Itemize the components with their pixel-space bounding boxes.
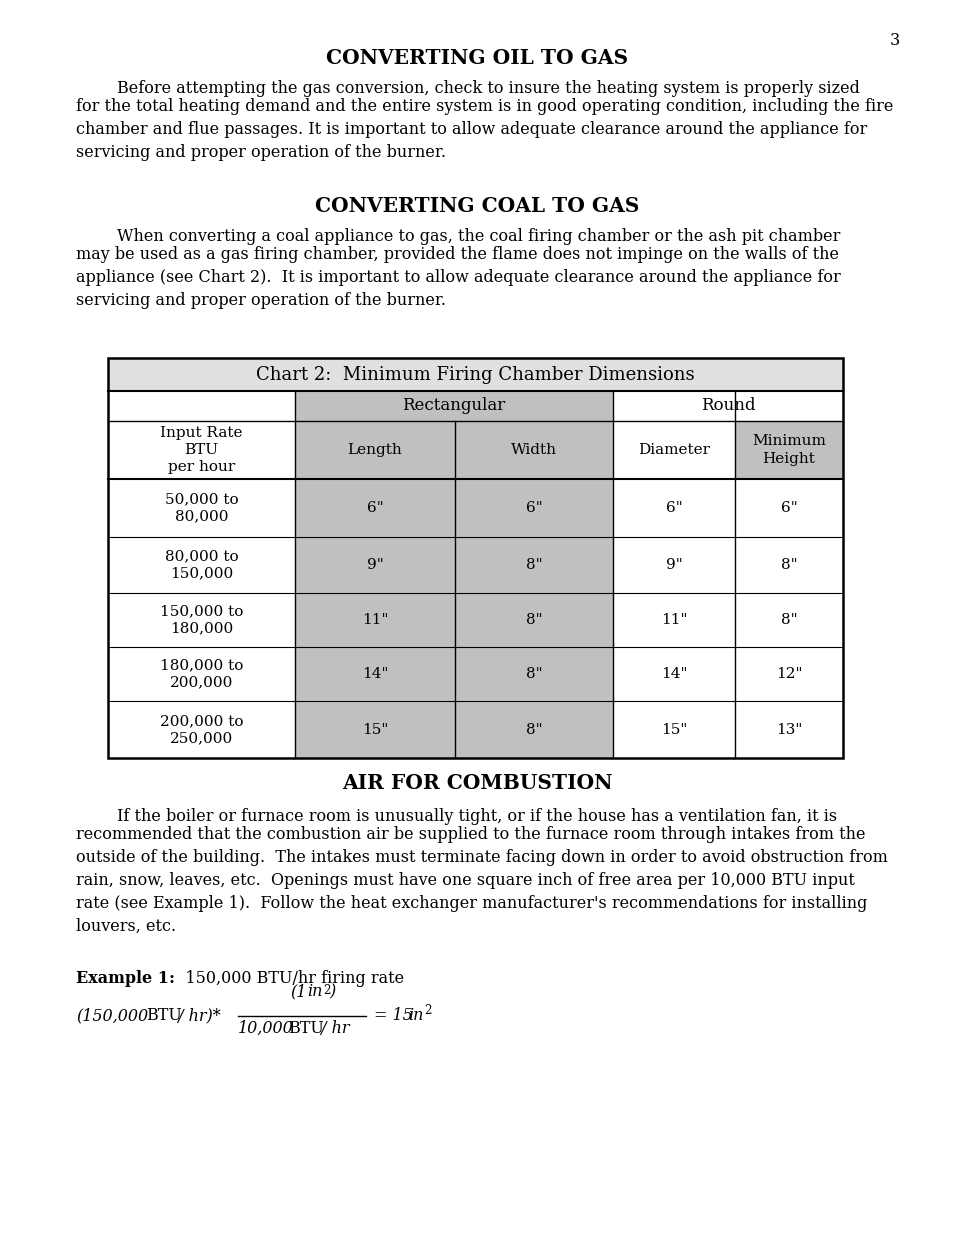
Bar [294,537,613,593]
Text: 6": 6" [366,501,383,515]
Text: 15": 15" [361,722,388,736]
Text: 180,000 to
200,000: 180,000 to 200,000 [160,658,243,689]
Text: (150,000: (150,000 [76,1008,148,1025]
Text: 80,000 to
150,000: 80,000 to 150,000 [165,550,238,580]
Text: CONVERTING COAL TO GAS: CONVERTING COAL TO GAS [314,196,639,216]
Text: BTU: BTU [288,1020,323,1037]
Text: = 15: = 15 [374,1008,413,1025]
Text: 6": 6" [525,501,542,515]
Text: 11": 11" [361,613,388,627]
Bar [108,358,842,758]
Text: may be used as a gas firing chamber, provided the flame does not impinge on the : may be used as a gas firing chamber, pro… [76,246,840,309]
Text: 50,000 to
80,000: 50,000 to 80,000 [165,493,238,524]
Text: / hr: / hr [315,1020,349,1037]
Text: 6": 6" [780,501,797,515]
Bar [294,701,613,758]
Text: 2: 2 [323,984,330,997]
Text: 14": 14" [660,667,686,680]
Text: ): ) [329,983,335,1000]
Text: Before attempting the gas conversion, check to insure the heating system is prop: Before attempting the gas conversion, ch… [76,80,859,98]
Text: If the boiler or furnace room is unusually tight, or if the house has a ventilat: If the boiler or furnace room is unusual… [76,808,836,825]
Bar [294,647,613,701]
Bar [294,391,613,421]
Text: 3: 3 [889,32,899,49]
Text: 9": 9" [366,558,383,572]
Bar [734,421,842,479]
Text: in: in [408,1008,423,1025]
Text: Example 1:: Example 1: [76,969,174,987]
Text: Round: Round [700,398,755,415]
Text: Input Rate
BTU
per hour: Input Rate BTU per hour [160,426,242,474]
Text: 150,000 to
180,000: 150,000 to 180,000 [160,604,243,636]
Text: 8": 8" [780,613,797,627]
Text: Length: Length [347,443,402,457]
Text: Minimum
Height: Minimum Height [751,435,825,466]
Text: BTU: BTU [146,1008,182,1025]
Text: Rectangular: Rectangular [402,398,505,415]
Text: 13": 13" [775,722,801,736]
Text: 14": 14" [361,667,388,680]
Text: AIR FOR COMBUSTION: AIR FOR COMBUSTION [341,773,612,793]
Text: 2: 2 [423,1004,431,1018]
Bar [294,421,613,479]
Text: Diameter: Diameter [638,443,709,457]
Text: Width: Width [511,443,557,457]
Text: When converting a coal appliance to gas, the coal firing chamber or the ash pit : When converting a coal appliance to gas,… [76,228,840,245]
Bar [294,479,613,537]
Text: 8": 8" [780,558,797,572]
Text: 11": 11" [660,613,686,627]
Text: Chart 2:  Minimum Firing Chamber Dimensions: Chart 2: Minimum Firing Chamber Dimensio… [256,366,694,384]
Text: 8": 8" [525,558,541,572]
Text: 8": 8" [525,722,541,736]
Text: 15": 15" [660,722,686,736]
Text: 9": 9" [665,558,681,572]
Text: 8": 8" [525,667,541,680]
Text: for the total heating demand and the entire system is in good operating conditio: for the total heating demand and the ent… [76,98,892,161]
Text: 150,000 BTU/hr firing rate: 150,000 BTU/hr firing rate [170,969,404,987]
Bar [294,593,613,647]
Text: in: in [307,983,322,1000]
Text: 6": 6" [665,501,681,515]
Text: recommended that the combustion air be supplied to the furnace room through inta: recommended that the combustion air be s… [76,826,887,935]
Text: 200,000 to
250,000: 200,000 to 250,000 [159,714,243,745]
Text: (1: (1 [290,983,306,1000]
Text: / hr)*: / hr)* [172,1008,220,1025]
Text: 8": 8" [525,613,541,627]
Text: CONVERTING OIL TO GAS: CONVERTING OIL TO GAS [326,48,627,68]
Bar [108,358,842,391]
Text: 12": 12" [775,667,801,680]
Text: 10,000: 10,000 [237,1020,294,1037]
